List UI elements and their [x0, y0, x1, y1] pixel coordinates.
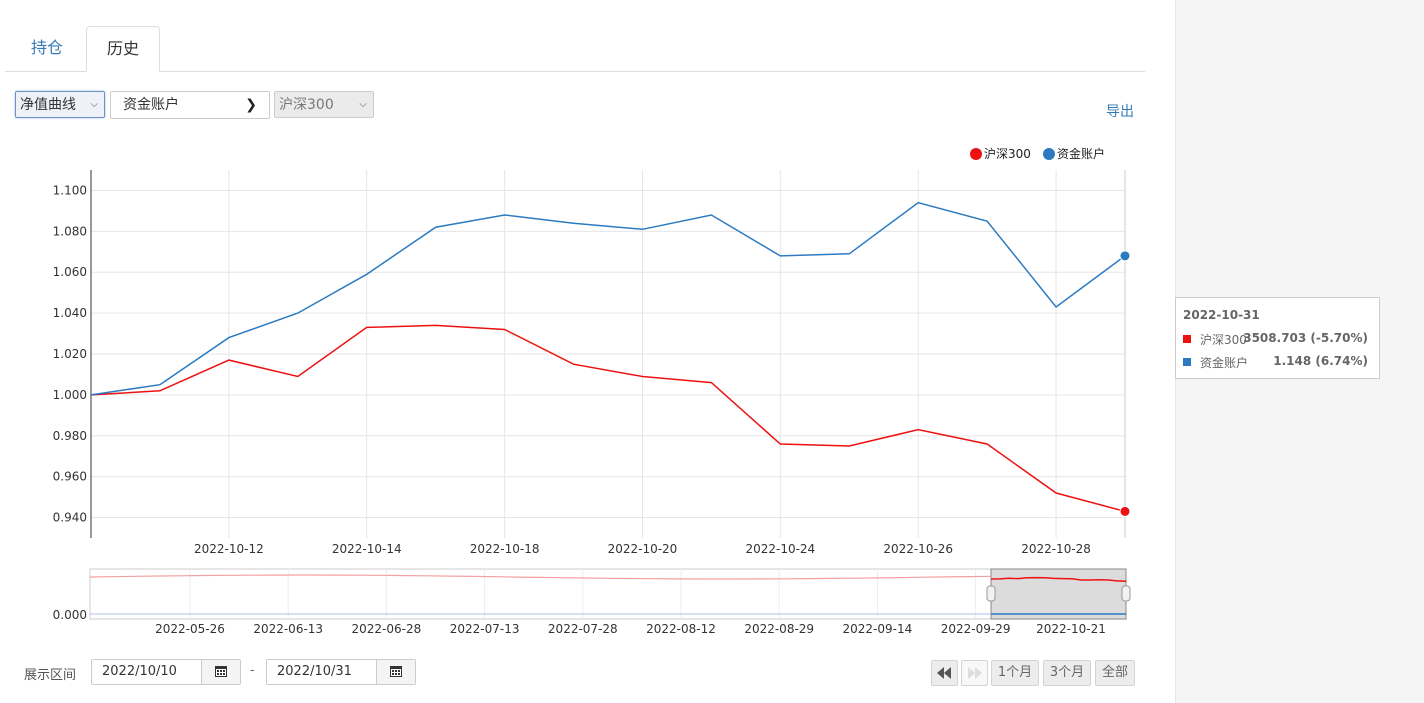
navigator-x-tick-label: 2022-06-13	[253, 622, 323, 636]
tooltip-series-name: 沪深300	[1200, 333, 1247, 347]
legend-label: 资金账户	[1057, 146, 1105, 161]
navigator-x-tick-label: 2022-10-21	[1036, 622, 1106, 636]
tooltip-date: 2022-10-31	[1183, 308, 1260, 322]
y-tick-label: 1.060	[53, 265, 87, 279]
x-tick-label: 2022-10-18	[470, 542, 540, 556]
y-tick-label: 1.000	[53, 388, 87, 402]
forward-button[interactable]	[961, 660, 988, 686]
navigator-handle	[1121, 585, 1131, 602]
x-tick-label: 2022-10-14	[332, 542, 402, 556]
navigator-x-tick-label: 2022-07-13	[450, 622, 520, 636]
tab-bar: 持仓 历史	[5, 26, 1145, 72]
navigator-selection	[990, 568, 1127, 620]
legend-label: 沪深300	[984, 147, 1031, 161]
line-chart: 沪深300 资金账户 1.100 1.080 1.060 1.040 1.020 1.000…	[53, 146, 1131, 636]
end-date-input[interactable]: 2022/10/31	[266, 659, 416, 685]
three-months-button[interactable]: 3个月	[1043, 660, 1091, 686]
rewind-icon	[937, 667, 951, 679]
tooltip-row-benchmark: 沪深300 3508.703 (-5.70%)	[1183, 331, 1368, 347]
chevron-down-icon: ❯	[245, 97, 257, 113]
x-tick-label: 2022-10-28	[1021, 542, 1091, 556]
y-tick-label: 1.100	[53, 183, 87, 197]
one-month-button[interactable]: 1个月	[991, 660, 1039, 686]
navigator-series-line	[990, 576, 1127, 583]
navigator-handle	[986, 585, 996, 602]
calendar-icon[interactable]	[376, 660, 415, 684]
export-link[interactable]: 导出	[1106, 104, 1134, 120]
benchmark-select[interactable]: 沪深300 ⌵	[274, 91, 374, 118]
y-tick-label: 0.960	[53, 470, 87, 484]
main-panel: 持仓 历史 净值曲线 ⌵ 资金账户 ❯ 沪深300 ⌵ 导出 沪深300 资金账户…	[5, 26, 1145, 686]
start-date-value: 2022/10/10	[102, 664, 177, 679]
tooltip-series-name: 资金账户	[1200, 356, 1249, 370]
y-tick-label: 1.080	[53, 224, 87, 238]
y-tick-label: 0.940	[53, 511, 87, 525]
navigator-x-tick-label: 2022-09-14	[843, 622, 913, 636]
account-value: 资金账户	[123, 97, 179, 113]
x-tick-label: 2022-10-24	[745, 542, 815, 556]
series-line	[90, 324, 1126, 513]
all-button[interactable]: 全部	[1095, 660, 1135, 686]
legend-square-icon	[1183, 335, 1191, 343]
start-date-input[interactable]: 2022/10/10	[91, 659, 241, 685]
x-tick-label: 2022-10-20	[608, 542, 678, 556]
chevron-down-icon: ⌵	[90, 99, 98, 110]
x-tick-label: 2022-10-26	[883, 542, 953, 556]
range-separator: -	[250, 663, 255, 678]
navigator-x-tick-label: 2022-06-28	[352, 622, 422, 636]
y-tick-label: 1.040	[53, 306, 87, 320]
tooltip-series-value: 1.148 (6.74%)	[1273, 354, 1368, 368]
series-line	[90, 201, 1126, 396]
account-select[interactable]: 资金账户 ❯	[110, 91, 270, 119]
y-tick-label: 0.980	[53, 429, 87, 443]
navigator-x-tick-label: 2022-05-26	[155, 622, 225, 636]
calendar-icon[interactable]	[201, 660, 240, 684]
legend-marker	[970, 148, 982, 160]
navigator-x-tick-label: 2022-09-29	[941, 622, 1011, 636]
navigator-x-tick-label: 2022-08-12	[646, 622, 716, 636]
tab-holdings[interactable]: 持仓	[31, 38, 64, 57]
rewind-button[interactable]	[931, 660, 958, 686]
chart-tooltip: 2022-10-31 沪深300 3508.703 (-5.70%) 资金账户 …	[1175, 297, 1380, 379]
forward-icon	[968, 667, 982, 679]
range-label: 展示区间	[24, 668, 77, 683]
navigator-x-tick-label: 2022-07-28	[548, 622, 618, 636]
benchmark-value: 沪深300	[279, 97, 334, 113]
tooltip-row-account: 资金账户 1.148 (6.74%)	[1183, 354, 1368, 370]
chevron-down-icon: ⌵	[359, 99, 367, 110]
end-date-value: 2022/10/31	[277, 664, 352, 679]
navigator-y-tick-label: 0.000	[53, 608, 87, 622]
series-end-marker	[1119, 250, 1131, 262]
navigator-benchmark-history	[89, 574, 992, 580]
tooltip-series-value: 3508.703 (-5.70%)	[1243, 331, 1368, 345]
navigator-x-tick-label: 2022-08-29	[744, 622, 814, 636]
x-tick-label: 2022-10-12	[194, 542, 264, 556]
legend-square-icon	[1183, 358, 1191, 366]
chart-type-value: 净值曲线	[20, 97, 76, 113]
y-tick-label: 1.020	[53, 347, 87, 361]
series-end-marker	[1119, 505, 1131, 517]
tab-history[interactable]: 历史	[86, 26, 160, 72]
legend-marker	[1043, 148, 1055, 160]
chart-type-select[interactable]: 净值曲线 ⌵	[15, 91, 105, 118]
